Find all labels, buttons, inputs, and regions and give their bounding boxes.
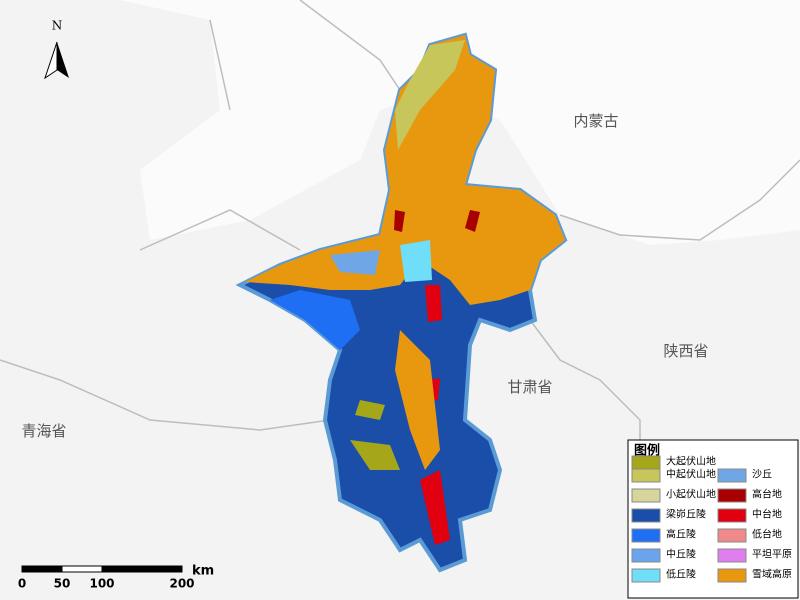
legend-swatch: [631, 468, 661, 483]
legend-swatch: [631, 455, 661, 470]
scale-label: 200: [169, 577, 194, 591]
region-label: 内蒙古: [573, 112, 618, 130]
legend-label: 低台地: [752, 528, 782, 541]
plain-area: [0, 0, 800, 245]
legend-label: 梁峁丘陵: [666, 508, 706, 521]
legend-swatch: [717, 548, 747, 563]
legend-swatch: [717, 528, 747, 543]
legend-swatch: [631, 568, 661, 583]
mountain-area: [395, 40, 465, 150]
high-terrace-area: [394, 210, 480, 232]
province-boundary: [0, 0, 800, 440]
legend-title: 图例: [634, 443, 660, 459]
scale-segment: [22, 566, 62, 572]
legend-label: 中台地: [752, 508, 782, 521]
scale-segment: [102, 566, 182, 572]
legend-label: 平坦平原: [752, 548, 792, 561]
legend-label: 低丘陵: [666, 568, 696, 581]
region-label: 青海省: [21, 422, 66, 440]
low-hill-area: [400, 240, 432, 282]
legend-label: 雪域高原: [752, 568, 792, 581]
legend-label: 小起伏山地: [666, 488, 716, 501]
legend-label: 大起伏山地: [666, 455, 716, 468]
legend-swatch: [631, 528, 661, 543]
dune-area: [330, 250, 380, 275]
mountain-area: [350, 400, 400, 470]
north-label: N: [52, 19, 63, 33]
legend-label: 高丘陵: [666, 528, 696, 541]
legend-swatch: [631, 548, 661, 563]
legend-swatch: [717, 468, 747, 483]
scale-unit: km: [192, 564, 214, 579]
scale-label: 100: [89, 577, 114, 591]
legend-swatch: [717, 508, 747, 523]
valley-area: [395, 330, 440, 470]
legend-label: 沙丘: [752, 469, 772, 481]
legend-label: 高台地: [752, 488, 782, 501]
legend-swatch: [631, 488, 661, 503]
scale-label: 0: [18, 577, 26, 591]
region-label: 甘肃省: [507, 378, 552, 396]
plateau-area: [245, 35, 565, 305]
terrace-area: [420, 285, 450, 545]
scale-label: 50: [54, 577, 71, 591]
hill-area: [270, 290, 360, 350]
legend-swatch: [717, 488, 747, 503]
legend-label: 中起伏山地: [666, 468, 716, 481]
region-label: 陕西省: [663, 342, 708, 360]
legend-swatch: [717, 568, 747, 583]
legend-swatch: [631, 508, 661, 523]
north-arrow: [44, 41, 69, 80]
legend-label: 中丘陵: [666, 548, 696, 561]
